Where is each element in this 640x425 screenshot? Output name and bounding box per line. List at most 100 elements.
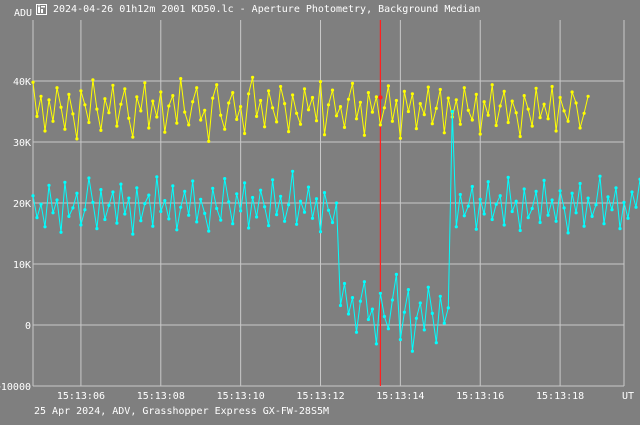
data-point-0 (83, 103, 87, 107)
y-tick-label: 20K (13, 199, 31, 210)
data-point-1 (382, 314, 386, 319)
data-point-1 (478, 197, 482, 201)
x-tick-label: 15:13:08 (137, 391, 185, 402)
data-point-1 (530, 206, 534, 211)
data-point-0 (562, 109, 566, 113)
x-tick-label: 15:13:18 (536, 391, 584, 402)
data-point-0 (127, 116, 131, 120)
data-point-1 (75, 191, 79, 195)
data-point-1 (127, 196, 131, 200)
data-point-0 (334, 114, 339, 118)
data-point-1 (538, 220, 542, 225)
data-point-1 (422, 328, 426, 332)
data-point-0 (586, 94, 590, 98)
data-point-0 (103, 97, 107, 101)
data-point-1 (450, 109, 454, 114)
data-point-1 (546, 213, 550, 217)
data-point-1 (378, 291, 382, 295)
data-point-0 (263, 125, 267, 129)
data-point-1 (498, 194, 502, 198)
data-point-0 (478, 132, 482, 136)
data-point-0 (167, 104, 171, 108)
data-point-1 (462, 214, 466, 218)
data-point-0 (494, 123, 498, 128)
data-point-1 (287, 203, 291, 207)
data-point-0 (522, 94, 526, 98)
data-point-1 (67, 214, 71, 218)
data-point-0 (255, 114, 259, 118)
data-point-0 (243, 131, 247, 136)
data-point-1 (606, 195, 610, 199)
data-point-1 (398, 338, 402, 342)
x-tick-label: 15:13:12 (296, 391, 344, 402)
data-point-1 (570, 191, 574, 195)
data-point-0 (390, 119, 394, 123)
data-point-1 (338, 303, 343, 308)
data-point-0 (570, 90, 574, 94)
data-point-0 (394, 98, 398, 103)
data-point-0 (183, 110, 187, 114)
data-point-1 (470, 184, 474, 189)
data-point-0 (538, 116, 542, 120)
data-point-1 (574, 211, 578, 215)
data-point-1 (358, 299, 362, 303)
data-point-0 (279, 84, 283, 89)
data-point-0 (139, 109, 143, 113)
data-point-1 (554, 219, 558, 223)
data-point-1 (430, 311, 434, 315)
data-point-1 (506, 175, 510, 179)
data-point-0 (330, 88, 335, 92)
data-point-0 (402, 89, 406, 93)
data-point-0 (123, 87, 127, 91)
data-point-0 (175, 121, 179, 125)
data-point-0 (71, 112, 75, 116)
data-point-1 (35, 216, 39, 220)
data-point-1 (510, 209, 514, 214)
footer-caption: 25 Apr 2024, ADV, Grasshopper Express GX… (34, 406, 330, 417)
data-point-0 (486, 113, 490, 117)
data-point-1 (550, 198, 554, 202)
data-point-0 (59, 105, 63, 109)
data-point-0 (259, 98, 263, 103)
y-tick-label: 10K (13, 260, 31, 271)
data-point-1 (239, 209, 243, 213)
data-point-1 (223, 177, 227, 181)
data-point-0 (95, 107, 99, 111)
data-point-1 (370, 307, 374, 311)
data-point-0 (398, 136, 402, 140)
data-point-0 (215, 83, 219, 87)
data-point-1 (514, 199, 518, 203)
data-point-1 (474, 227, 478, 231)
data-point-1 (87, 176, 91, 180)
data-point-1 (558, 189, 562, 193)
data-point-1 (147, 193, 151, 197)
data-point-1 (310, 216, 315, 220)
data-point-0 (366, 91, 370, 95)
data-point-0 (199, 118, 203, 122)
data-point-0 (346, 97, 351, 101)
data-point-1 (31, 194, 35, 198)
data-point-1 (562, 206, 566, 210)
data-point-1 (271, 178, 275, 182)
data-point-1 (83, 208, 87, 212)
y-tick-label: 30K (13, 138, 31, 149)
data-point-1 (255, 215, 259, 219)
data-point-0 (179, 77, 183, 81)
data-point-1 (482, 212, 486, 216)
data-point-1 (374, 342, 378, 346)
data-point-1 (494, 202, 498, 206)
data-point-0 (207, 139, 211, 143)
data-point-1 (107, 203, 111, 207)
data-point-1 (207, 229, 211, 233)
data-point-1 (534, 189, 538, 193)
data-point-1 (115, 221, 119, 225)
data-point-1 (59, 230, 63, 234)
data-point-1 (263, 205, 267, 209)
data-point-0 (414, 127, 418, 131)
data-point-1 (566, 231, 570, 235)
data-point-1 (71, 206, 75, 210)
data-point-1 (171, 184, 175, 188)
data-point-0 (434, 106, 438, 110)
data-point-1 (578, 181, 582, 186)
